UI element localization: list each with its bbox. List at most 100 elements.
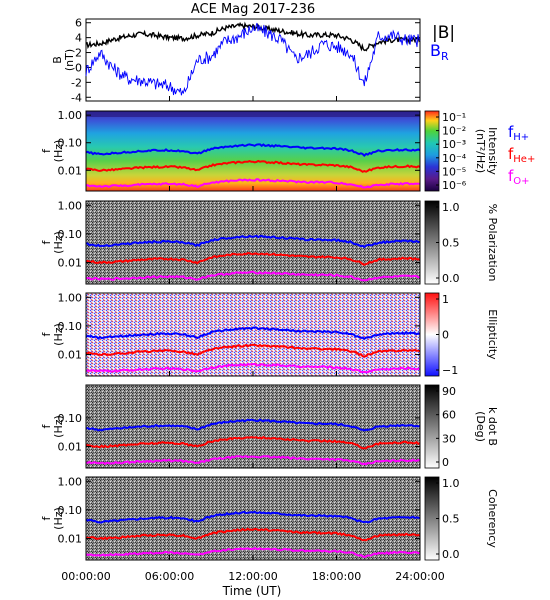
- ylabel-unit: (Hz): [52, 507, 65, 530]
- gyro-line-f-he-plus: [86, 527, 420, 542]
- ylabel-unit: (Hz): [52, 323, 65, 346]
- series-b-r-line: [85, 22, 421, 96]
- ytick-label: 0.10: [58, 228, 83, 241]
- legend-f-h-plus: fH+: [508, 123, 529, 143]
- panel-magnetic-field: -4 -2 02 4 6 B (nT) |B| BR: [51, 17, 455, 105]
- colorbar-tick-label: 10⁻¹: [442, 111, 466, 124]
- gyro-line-f-h-plus: [85, 418, 421, 432]
- ytick-label: 0.01: [58, 349, 83, 362]
- ytick-label: 0.01: [58, 164, 83, 177]
- gyro-line-f-o-plus: [85, 455, 421, 466]
- colorbar-label: Coherency: [486, 489, 499, 548]
- panel-polarization: 1.00 0.10 0.01 f (Hz) 1.0 0.5 0.0 % Polarization: [40, 199, 499, 285]
- p1-ytick-label: 4: [75, 32, 82, 45]
- ytick-label: 0.10: [58, 320, 83, 333]
- ylabel-unit: (Hz): [52, 140, 65, 163]
- colorbar-label: % Polarization: [486, 204, 499, 282]
- colorbar-tick-label: 60: [442, 409, 456, 422]
- colorbar-label: k dot B: [486, 407, 499, 446]
- colorbar-tick-label: 90: [442, 385, 456, 398]
- ytick-label: 1.00: [58, 291, 83, 304]
- colorbar-tick-label: 30: [442, 432, 456, 445]
- ylabel-unit: (Hz): [52, 231, 65, 254]
- ylabel-main: f: [40, 239, 53, 244]
- colorbar-label-unit: (nT²/Hz): [474, 129, 487, 173]
- colorbar-tick-label: 10⁻²: [442, 125, 466, 138]
- x-tick-label: 18:00:00: [312, 570, 361, 583]
- panel-k-dot-b: 0.10 0.01 f (Hz) 90 60 30 0 k dot B(Deg): [40, 384, 499, 469]
- colorbar-tick-label: 0.0: [442, 548, 460, 561]
- figure-title: ACE Mag 2017-236: [191, 2, 315, 17]
- gyro-legend: fH+fHe+fO+: [508, 123, 535, 187]
- x-tick-label: 12:00:00: [228, 570, 277, 583]
- gyro-line-f-o-plus: [85, 178, 421, 189]
- gyro-line-f-he-plus: [85, 159, 421, 173]
- gyro-line-f-he-plus: [85, 251, 421, 266]
- colorbar-tick-label: 0: [442, 456, 449, 469]
- colorbar-tick-label: 10⁻³: [442, 138, 466, 151]
- gyro-line-f-o-plus: [85, 270, 421, 282]
- colorbar-tick-label: 10⁻⁶: [442, 179, 467, 192]
- gyro-line-f-he-plus: [85, 435, 421, 450]
- p1-ylabel-main: B: [51, 56, 64, 64]
- ylabel-main: f: [40, 515, 53, 520]
- colorbar-tick-label: 1.0: [442, 477, 460, 490]
- p1-ytick-label: 0: [75, 61, 82, 74]
- p1-ytick-label: 2: [75, 47, 82, 60]
- p1-ytick-label: -2: [71, 76, 82, 89]
- panel-coherency: 1.00 0.10 0.01 f (Hz) 1.0 0.5 0.0 Coherency: [40, 475, 499, 561]
- gyro-line-f-he-plus: [85, 343, 421, 358]
- colorbar-tick-label: 10⁻⁴: [442, 152, 467, 165]
- p1-ylabel-unit: (nT): [63, 49, 76, 71]
- ylabel-main: f: [40, 423, 53, 428]
- ytick-label: 0.10: [58, 504, 83, 517]
- ylabel-unit: (Hz): [52, 415, 65, 438]
- x-tick-label: 24:00:00: [395, 570, 444, 583]
- gyro-line-f-h-plus: [85, 326, 421, 340]
- colorbar-tick-label: −1: [442, 364, 458, 377]
- x-tick-label: 00:00:00: [61, 570, 110, 583]
- colorbar-label: Ellipticity: [486, 309, 499, 360]
- ytick-label: 0.01: [58, 533, 83, 546]
- ylabel-main: f: [40, 148, 53, 153]
- p1-ytick-label: -4: [71, 91, 82, 104]
- panel-coherency-spectrogram: [86, 477, 420, 560]
- ylabel-main: f: [40, 331, 53, 336]
- colorbar-tick-label: 1: [442, 293, 449, 306]
- x-tick-label: 06:00:00: [145, 570, 194, 583]
- ytick-label: 0.10: [58, 412, 83, 425]
- colorbar-tick-label: 1.0: [442, 201, 460, 214]
- legend-f-o-plus: fO+: [508, 167, 530, 187]
- colorbar-label: Intensity: [486, 127, 499, 175]
- gyro-line-f-h-plus: [85, 143, 421, 157]
- colorbar-tick-label: 0.0: [442, 272, 460, 285]
- colorbar-intensity: [424, 110, 440, 192]
- p1-ytick-label: 6: [75, 17, 82, 30]
- colorbar-tick-label: 0: [442, 329, 449, 342]
- ytick-label: 0.01: [58, 257, 83, 270]
- panel-intensity: 1.00 0.10 0.01 f (Hz) 10⁻¹10⁻²10⁻³10⁻⁴10⁻⁵10⁻…: [40, 109, 499, 192]
- panel-ellipticity: 1.00 0.10 0.01 f (Hz) 1 0 −1 Ellipticity: [40, 291, 499, 377]
- gyro-line-f-o-plus: [85, 546, 421, 558]
- colorbar-tick-label: 10⁻⁵: [442, 165, 466, 178]
- ytick-label: 1.00: [58, 475, 83, 488]
- intensity-top-band: [86, 111, 420, 117]
- colorbar-label-unit: (Deg): [474, 411, 487, 442]
- legend-f-he-plus: fHe+: [508, 145, 535, 165]
- colorbar-tick-label: 0.5: [442, 513, 460, 526]
- gyro-line-f-o-plus: [85, 362, 421, 374]
- legend-abs-b: |B|: [432, 23, 455, 43]
- legend-b-r: BR: [430, 41, 449, 63]
- colorbar-k-dot-b: [424, 384, 440, 469]
- gyro-line-f-h-plus: [85, 234, 421, 249]
- gyro-line-f-h-plus: [85, 510, 421, 524]
- ytick-label: 0.01: [58, 441, 83, 454]
- colorbar-tick-label: 0.5: [442, 237, 460, 250]
- ytick-label: 1.00: [58, 199, 83, 212]
- series-abs-b-line: [85, 21, 421, 52]
- ytick-label: 0.10: [58, 137, 83, 150]
- x-axis-label: Time (UT): [222, 584, 282, 598]
- panel-1-frame: [85, 18, 421, 102]
- ytick-label: 1.00: [58, 109, 83, 122]
